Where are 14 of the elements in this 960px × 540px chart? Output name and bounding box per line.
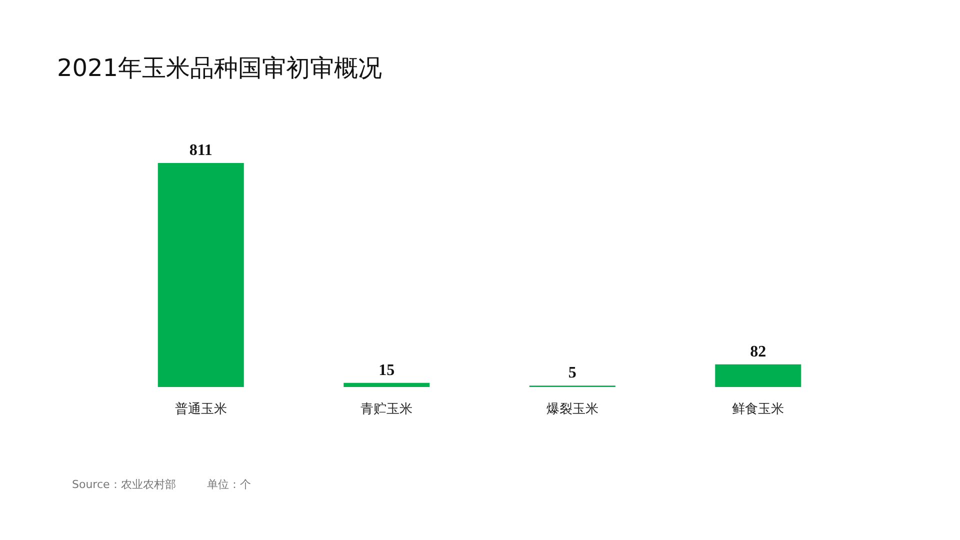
- x-tick-label: 爆裂玉米: [546, 402, 598, 417]
- data-label: 82: [750, 343, 766, 360]
- bar: [344, 382, 430, 387]
- data-label: 15: [378, 362, 395, 379]
- data-label: 811: [189, 142, 212, 159]
- text: 单位：个: [207, 478, 251, 491]
- x-tick-label: 鲜食玉米: [732, 402, 784, 417]
- data-label: 5: [568, 364, 576, 382]
- x-tick-label: 普通玉米: [174, 401, 227, 417]
- chart-title: 2021年玉米品种国审初审概况: [57, 54, 382, 82]
- bar: [158, 163, 244, 387]
- source-note: Source：农业农村部: [72, 478, 176, 491]
- x-tick-label: 青贮玉米: [360, 402, 413, 417]
- bar: [715, 364, 802, 387]
